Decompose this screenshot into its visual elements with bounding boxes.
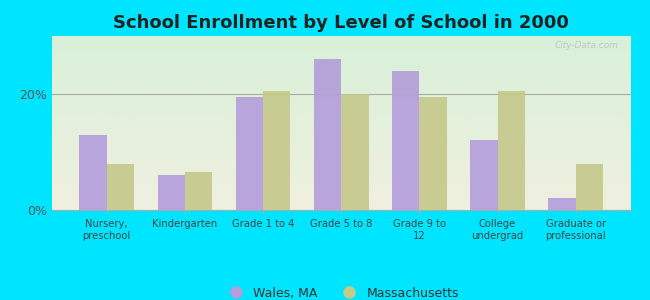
- Bar: [185, 172, 213, 210]
- Bar: [236, 97, 263, 210]
- Bar: [79, 135, 107, 210]
- Bar: [419, 97, 447, 210]
- Bar: [576, 164, 603, 210]
- Bar: [107, 164, 134, 210]
- Title: School Enrollment by Level of School in 2000: School Enrollment by Level of School in …: [113, 14, 569, 32]
- Bar: [157, 175, 185, 210]
- Legend: Wales, MA, Massachusetts: Wales, MA, Massachusetts: [218, 282, 464, 300]
- Text: City-Data.com: City-Data.com: [555, 41, 619, 50]
- Bar: [392, 71, 419, 210]
- Bar: [341, 94, 369, 210]
- Bar: [263, 91, 291, 210]
- Bar: [314, 59, 341, 210]
- Bar: [470, 140, 498, 210]
- Bar: [498, 91, 525, 210]
- Bar: [549, 198, 576, 210]
